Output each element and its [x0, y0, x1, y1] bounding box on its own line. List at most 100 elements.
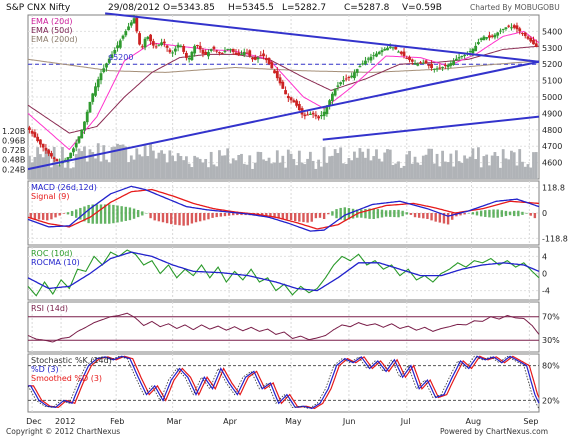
candle-body — [212, 46, 216, 49]
volume-bar — [96, 143, 100, 179]
macd-histogram-bar — [128, 207, 132, 221]
macd-histogram-bar — [136, 209, 140, 218]
volume-bar — [306, 158, 310, 179]
candle-body — [74, 142, 78, 148]
candle-body — [386, 47, 389, 51]
volume-bar — [102, 145, 106, 179]
macd-histogram-bar — [446, 213, 450, 225]
x-tick-label: Dec — [26, 417, 41, 426]
candle-body — [234, 52, 238, 55]
volume-bar — [336, 153, 340, 179]
volume-bar — [432, 163, 436, 179]
macd-signal-line — [27, 188, 540, 230]
legend-macd: MACD (26d,12d) — [31, 183, 97, 192]
macd-histogram-bar — [360, 209, 363, 218]
candle-body — [118, 40, 122, 48]
candle-body — [36, 136, 40, 142]
macd-histogram-bar — [409, 213, 413, 215]
candle-body — [350, 75, 354, 78]
volume-bar — [113, 146, 117, 179]
x-tick-label: Jun — [342, 417, 356, 426]
candle-body — [490, 35, 494, 37]
macd-tick-label: -118.8 — [542, 234, 568, 243]
volume-bar — [355, 157, 359, 179]
candle-body — [151, 41, 155, 46]
volume-bar — [193, 155, 197, 179]
candle-body — [485, 37, 489, 39]
volume-bar — [253, 162, 257, 179]
volume-bar — [256, 151, 260, 179]
volume-bar — [127, 162, 130, 179]
macd-histogram-bar — [467, 213, 470, 214]
macd-histogram-bar — [108, 204, 111, 224]
chart-footer: Copyright © 2012 ChartNexus Powered by C… — [6, 427, 548, 436]
macd-histogram-bar — [426, 213, 429, 219]
candle-body — [297, 103, 301, 111]
candle-body — [457, 57, 461, 59]
macd-histogram-bar — [211, 213, 214, 218]
candle-body — [292, 100, 296, 103]
macd-histogram-bar — [219, 213, 223, 217]
ema200-line — [27, 58, 540, 73]
macd-histogram-bar — [182, 213, 185, 226]
volume-bar — [234, 160, 238, 179]
price-tick-label: 4700 — [542, 142, 562, 151]
volume-bar — [380, 161, 384, 179]
macd-histogram-bar — [335, 209, 338, 219]
candle-body — [388, 46, 392, 48]
volume-bar — [58, 164, 62, 179]
volume-bar — [146, 156, 150, 179]
candle-body — [353, 72, 356, 79]
macd-histogram-bar — [496, 209, 499, 218]
price-tick-label: 4900 — [542, 109, 562, 118]
candle-body — [127, 26, 130, 31]
candle-body — [529, 38, 533, 42]
volume-bar — [460, 162, 464, 179]
candle-body — [281, 81, 285, 89]
macd-histogram-bar — [517, 210, 520, 217]
volume-bar — [91, 151, 95, 179]
volume-bar — [259, 152, 263, 179]
candle-body — [264, 58, 268, 61]
candle-body — [218, 52, 221, 54]
candle-body — [193, 45, 197, 54]
macd-histogram-bar — [33, 213, 37, 219]
volume-bar — [454, 150, 458, 179]
candle-body — [275, 70, 279, 79]
stoch-tick-label: 20% — [542, 396, 560, 405]
macd-histogram-bar — [327, 213, 330, 215]
copyright-text: Copyright © 2012 ChartNexus — [6, 427, 120, 436]
rsi-tick-label: 70% — [542, 313, 560, 322]
macd-histogram-bar — [161, 213, 165, 223]
macd-histogram-bar — [178, 213, 181, 226]
volume-bar — [377, 158, 381, 179]
volume-bar — [85, 161, 89, 179]
volume-bar — [198, 158, 202, 179]
volume-bar — [66, 160, 70, 179]
volume-bar — [157, 152, 161, 179]
candle-body — [333, 88, 337, 96]
volume-bar — [328, 156, 332, 179]
stoch-k-line — [27, 355, 540, 410]
macd-histogram-bar — [376, 209, 380, 219]
trendline-layer — [27, 12, 540, 171]
volume-bar — [529, 167, 533, 179]
volume-bar — [441, 150, 444, 179]
candle-body — [366, 58, 370, 60]
candle-body — [507, 25, 511, 27]
macd-histogram-bar — [91, 204, 94, 224]
trendline — [105, 12, 540, 63]
candle-body — [474, 45, 478, 52]
volume-bar — [317, 159, 321, 179]
volume-bar — [262, 159, 265, 179]
volume-bar — [245, 164, 249, 179]
rsi-panel-frame — [27, 301, 540, 353]
candle-body — [273, 70, 276, 74]
candle-body — [226, 48, 230, 50]
quote-low: L=5282.7 — [282, 3, 326, 13]
candle-body — [452, 60, 456, 65]
candle-body — [165, 45, 169, 48]
candle-body — [375, 53, 378, 57]
volume-bar — [493, 152, 497, 179]
macd-histogram-bar — [149, 213, 152, 219]
